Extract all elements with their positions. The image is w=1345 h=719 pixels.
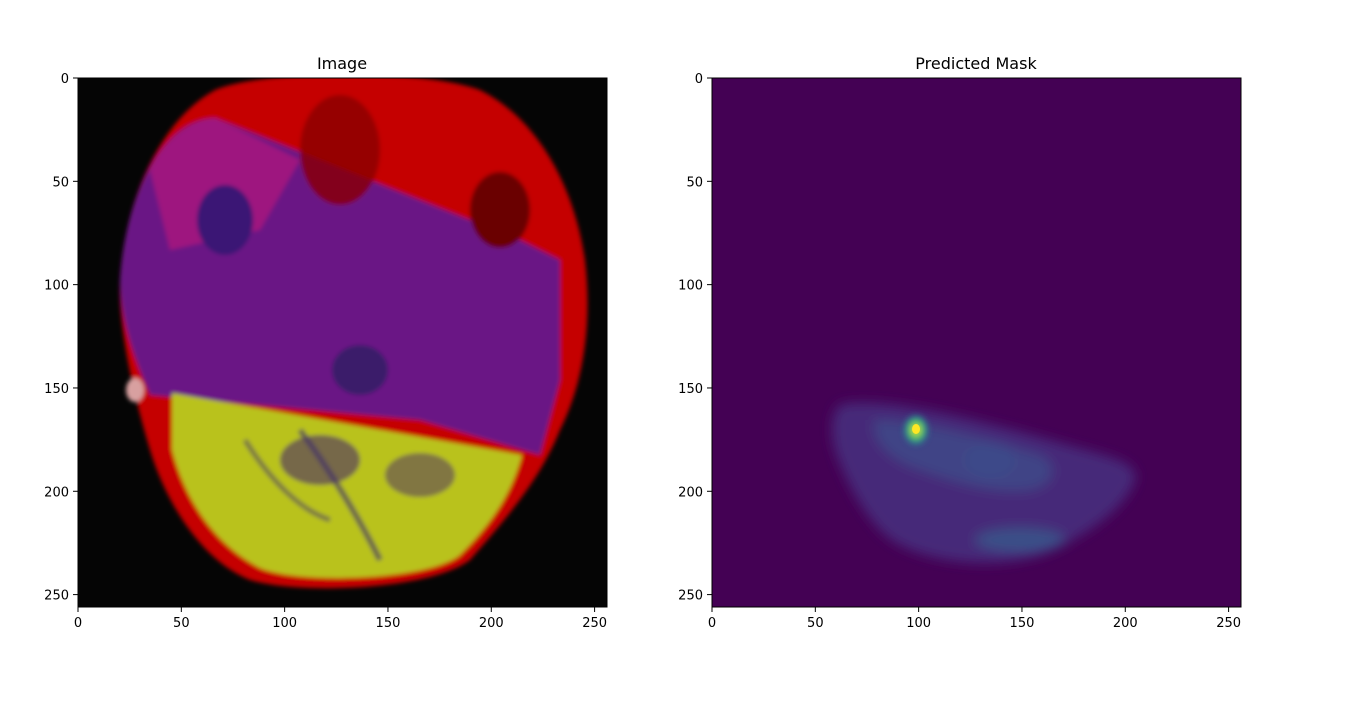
image-y-tick-label: 250 [44,589,69,604]
image-y-tick-label: 200 [44,485,69,500]
image-y-tick-label: 150 [44,382,69,397]
image-x-tick-label: 200 [479,616,504,631]
image-x-tick-label: 250 [582,616,607,631]
mask-y-tick-label: 200 [678,485,703,500]
mask-axes: 0 50 100 150 200 250 0 50 100 150 200 250 [678,72,1241,631]
mask-x-tick-label: 200 [1113,616,1138,631]
mask-x-tick-label: 100 [906,616,931,631]
image-x-tick-label: 150 [376,616,401,631]
image-panel: Image [44,54,608,631]
mask-x-tick-label: 150 [1010,616,1035,631]
image-y-tick-label: 100 [44,279,69,294]
image-title: Image [317,54,367,73]
mask-y-tick-label: 0 [695,72,703,87]
mask-y-tick-label: 100 [678,279,703,294]
image-y-tick-label: 0 [61,72,69,87]
mask-frame [711,77,1242,608]
image-axes: 0 50 100 150 200 250 0 50 100 150 200 250 [44,72,607,631]
mask-title: Predicted Mask [915,54,1037,73]
mask-y-tick-label: 150 [678,382,703,397]
mask-x-tick-label: 250 [1216,616,1241,631]
mask-image [712,78,1241,607]
image-x-tick-label: 100 [272,616,297,631]
mask-x-tick-label: 50 [807,616,824,631]
mask-x-tick-label: 0 [708,616,716,631]
mask-y-tick-label: 50 [686,175,703,190]
mri-image [78,78,607,607]
mask-panel: Predicted Mask 0 50 100 150 200 250 0 50 100 150 2… [678,54,1242,631]
image-y-tick-label: 50 [52,175,69,190]
image-frame [77,77,608,608]
mask-y-tick-label: 250 [678,589,703,604]
image-x-tick-label: 0 [74,616,82,631]
image-x-tick-label: 50 [173,616,190,631]
